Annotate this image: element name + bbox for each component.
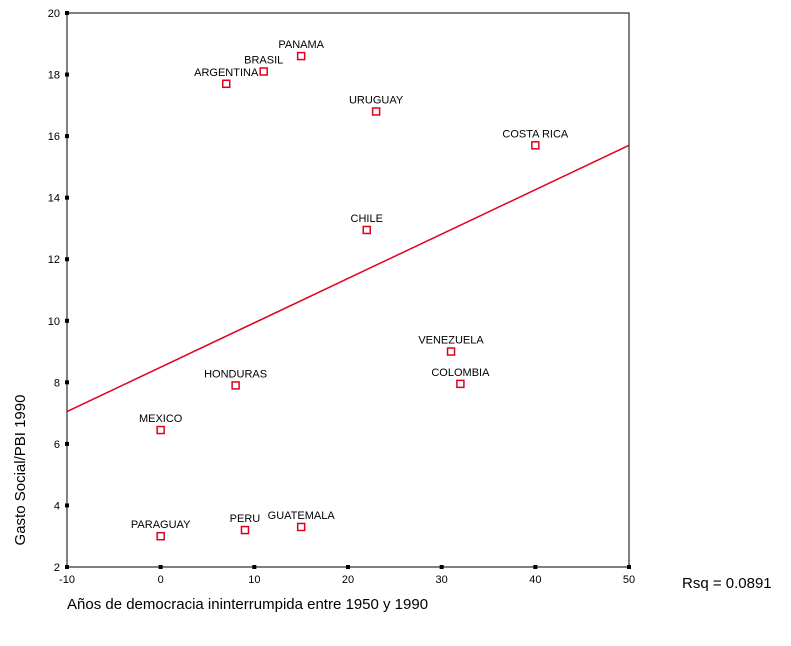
x-tick-mark bbox=[627, 565, 631, 569]
x-axis: -10 0 10 20 30 40 50 bbox=[59, 565, 635, 586]
data-point-label: PARAGUAY bbox=[131, 519, 191, 531]
x-tick-mark bbox=[158, 565, 163, 569]
x-tick-mark bbox=[533, 565, 538, 569]
x-tick-label: 40 bbox=[529, 574, 541, 586]
data-point-label: PANAMA bbox=[278, 39, 324, 51]
data-point-marker bbox=[531, 141, 540, 150]
y-tick-label: 8 bbox=[54, 377, 60, 389]
data-point-marker bbox=[259, 67, 268, 76]
data-point-label: MEXICO bbox=[139, 413, 183, 425]
rsq-annotation: Rsq = 0.0891 bbox=[682, 575, 772, 592]
y-tick-mark bbox=[65, 380, 69, 385]
y-tick-label: 2 bbox=[54, 562, 60, 574]
y-tick-label: 6 bbox=[54, 439, 60, 451]
x-tick-label: 50 bbox=[623, 574, 635, 586]
y-tick-mark bbox=[65, 318, 69, 323]
y-axis: 2 4 6 8 10 12 14 16 18 20 bbox=[48, 8, 69, 574]
y-tick-label: 16 bbox=[48, 131, 60, 143]
x-tick-label: 30 bbox=[436, 574, 448, 586]
data-point-marker bbox=[231, 381, 240, 390]
x-tick-label: 10 bbox=[248, 574, 260, 586]
x-tick-mark bbox=[346, 565, 350, 569]
x-tick-label: 0 bbox=[158, 574, 164, 586]
data-point-label: COLOMBIA bbox=[431, 367, 490, 379]
data-point-marker bbox=[371, 107, 381, 116]
data-point-marker bbox=[362, 225, 371, 235]
data-point-label: ARGENTINA bbox=[194, 67, 259, 79]
y-axis-title: Gasto Social/PBI 1990 bbox=[12, 395, 29, 546]
x-tick-mark bbox=[439, 565, 444, 569]
y-tick-label: 10 bbox=[48, 316, 60, 328]
y-tick-mark bbox=[65, 565, 69, 569]
y-tick-mark bbox=[65, 441, 69, 446]
data-point-marker bbox=[240, 525, 250, 535]
data-point-label: GUATEMALA bbox=[268, 510, 336, 522]
regression-fit-line bbox=[66, 144, 630, 413]
y-tick-mark bbox=[65, 72, 69, 77]
y-tick-label: 14 bbox=[48, 193, 60, 205]
data-point-label: URUGUAY bbox=[349, 94, 404, 106]
x-tick-label: 20 bbox=[342, 574, 354, 586]
data-point-label: HONDURAS bbox=[204, 368, 267, 380]
data-point-marker bbox=[156, 425, 165, 435]
data-point-label: PERU bbox=[230, 513, 261, 525]
y-tick-label: 4 bbox=[54, 500, 60, 512]
data-point-marker bbox=[221, 79, 231, 89]
y-tick-label: 12 bbox=[48, 254, 60, 266]
data-point-label: COSTA RICA bbox=[502, 128, 568, 140]
x-tick-mark bbox=[252, 565, 257, 569]
y-tick-mark bbox=[65, 195, 69, 200]
data-point-marker bbox=[446, 347, 456, 356]
y-tick-label: 20 bbox=[48, 8, 60, 20]
y-tick-mark bbox=[65, 503, 69, 508]
y-tick-mark bbox=[65, 257, 69, 262]
x-axis-title: Años de democracia ininterrumpida entre … bbox=[67, 596, 428, 613]
data-point-marker bbox=[156, 531, 165, 541]
data-point-marker bbox=[456, 379, 465, 389]
data-point-label: BRASIL bbox=[244, 54, 283, 66]
data-point-marker bbox=[296, 51, 306, 61]
y-tick-mark bbox=[65, 134, 69, 139]
data-point-label: VENEZUELA bbox=[418, 335, 484, 347]
y-tick-mark bbox=[65, 11, 69, 15]
y-tick-label: 18 bbox=[48, 70, 60, 82]
data-point-marker bbox=[296, 522, 306, 532]
data-point-label: CHILE bbox=[351, 213, 383, 225]
x-tick-label: -10 bbox=[59, 574, 75, 586]
